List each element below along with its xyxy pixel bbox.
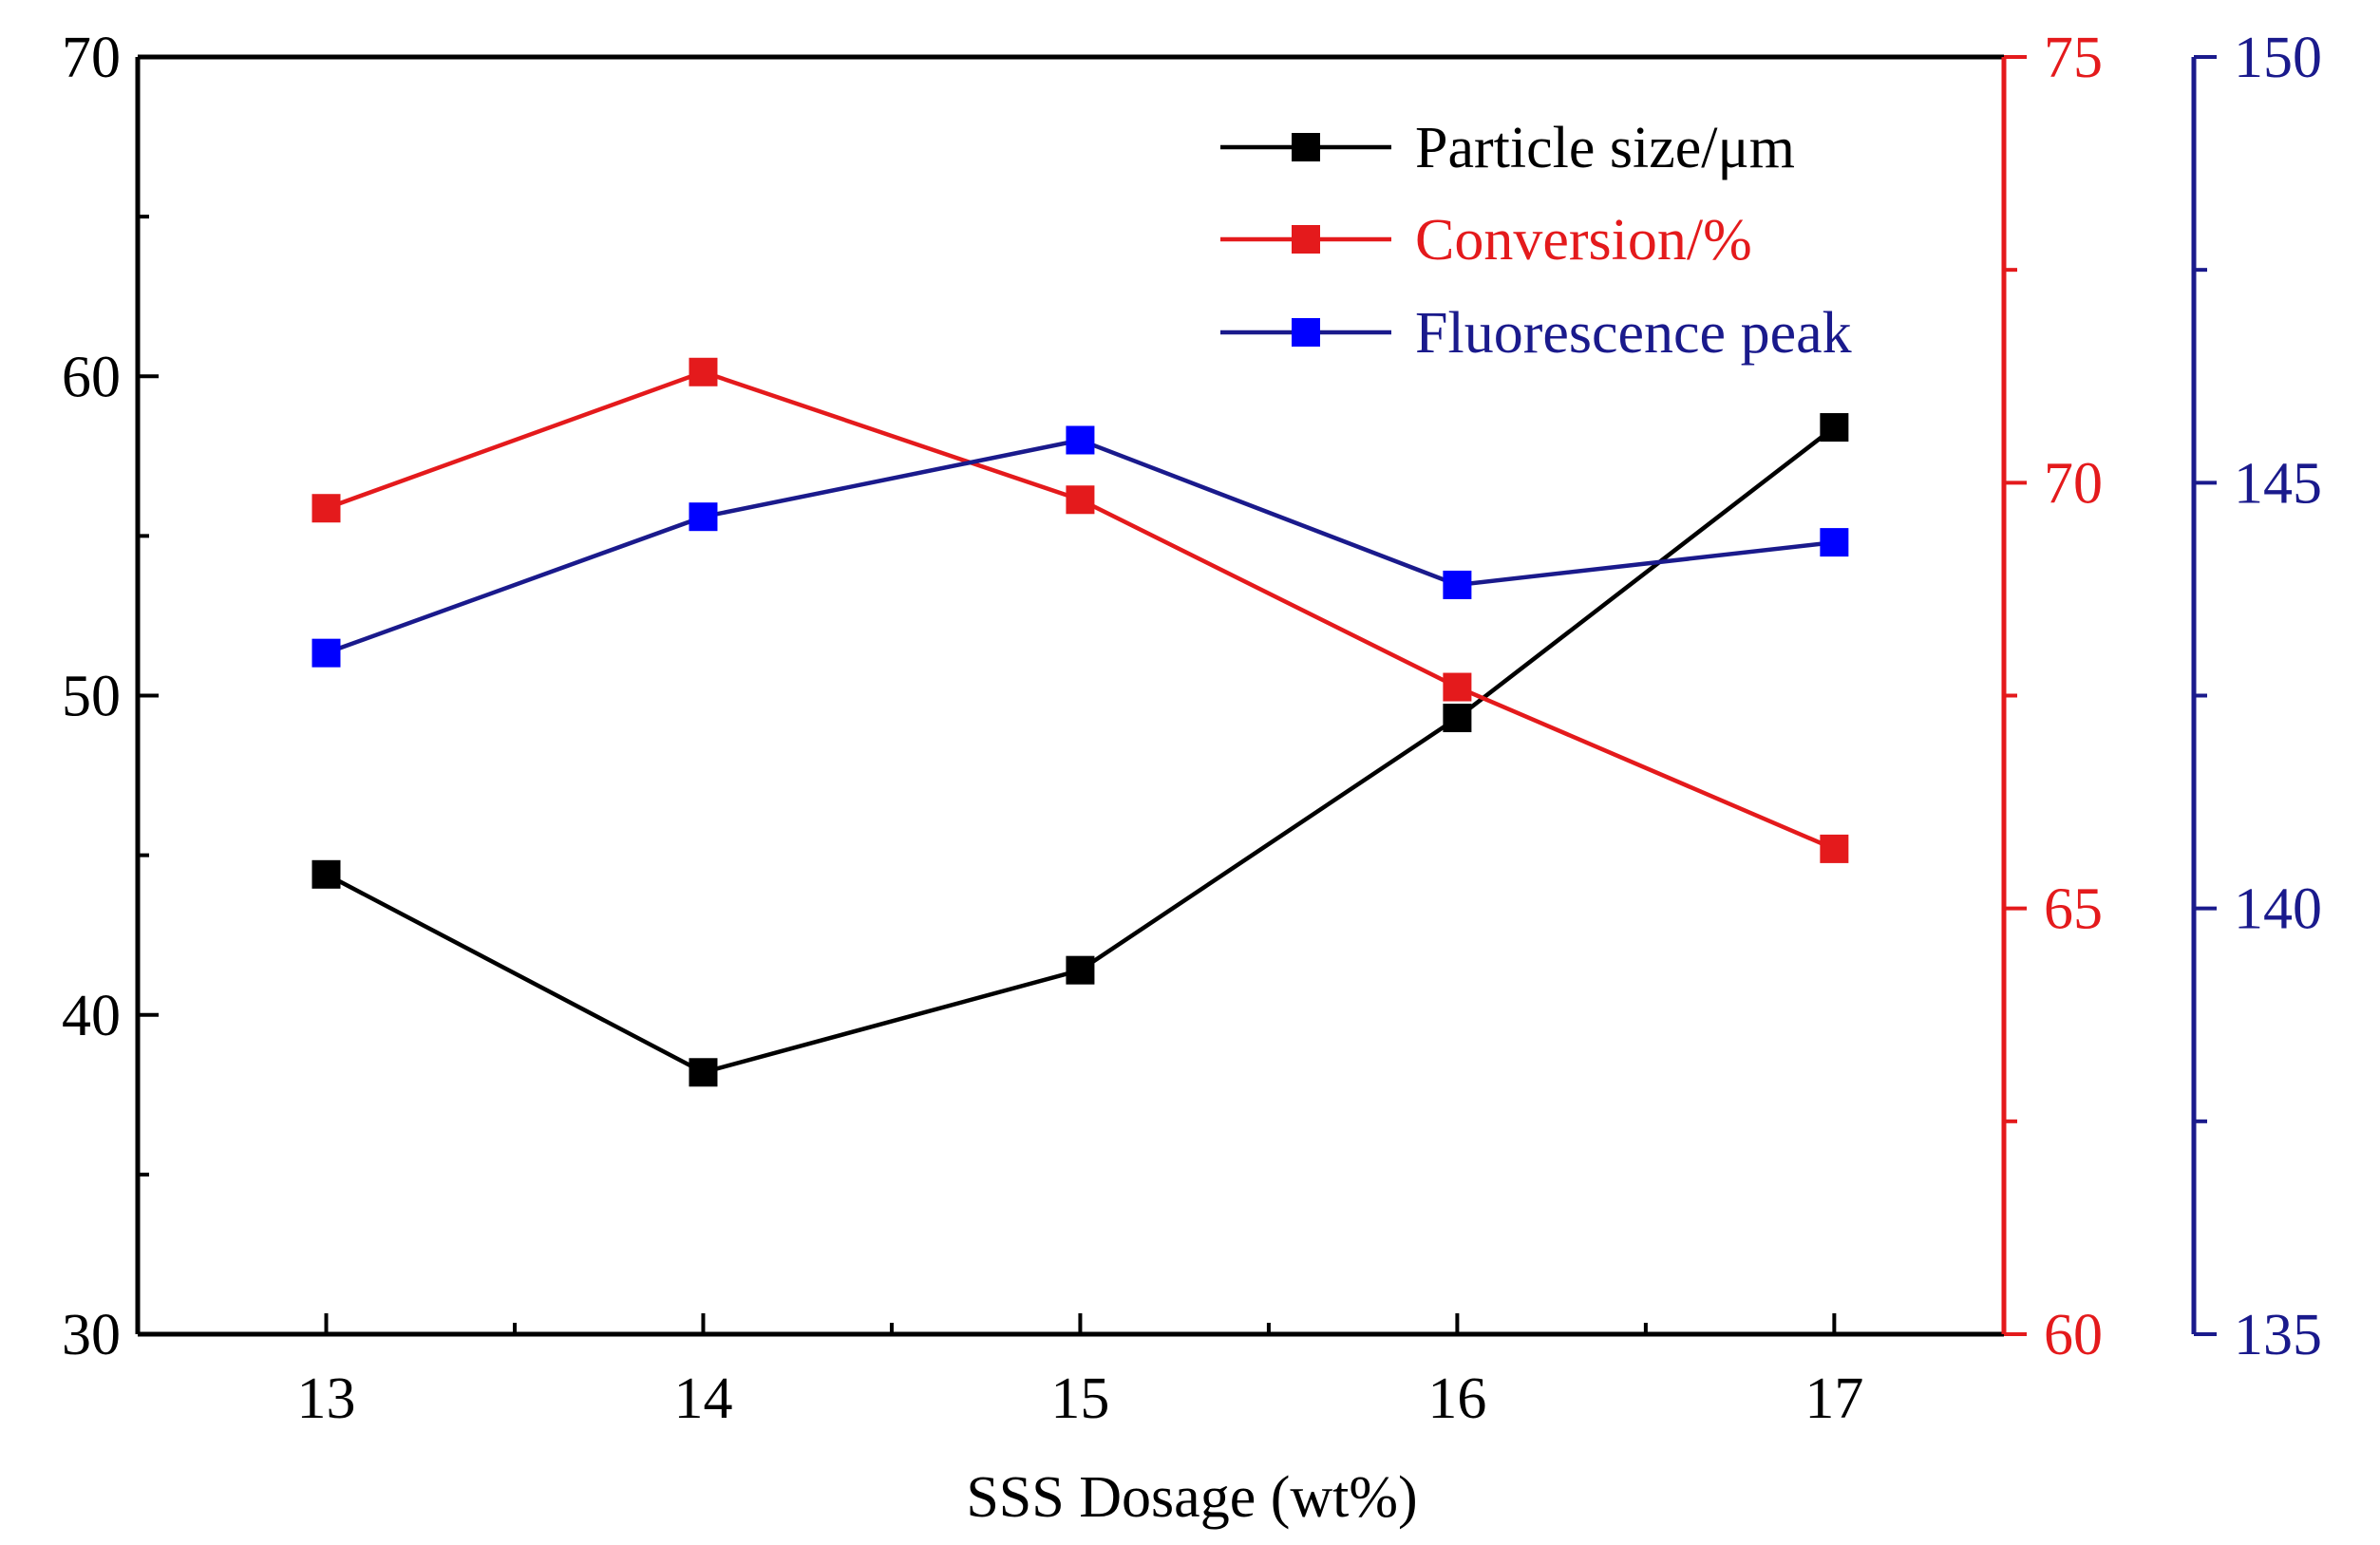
left-tick-label: 30: [62, 1303, 121, 1367]
left-tick-label: 40: [62, 984, 121, 1048]
data-point: [1066, 955, 1095, 985]
data-point: [312, 859, 341, 889]
plot-frame: [138, 54, 2004, 1337]
left-y-axis: 30 40 50 60 70: [62, 26, 159, 1367]
x-axis: 13 14 15 16 17: [296, 1313, 1863, 1431]
x-tick-label: 16: [1427, 1366, 1486, 1431]
data-point: [1443, 672, 1472, 702]
fluorescence-tick-label: 150: [2234, 26, 2322, 90]
left-tick-label: 70: [62, 26, 121, 90]
data-point: [1443, 704, 1472, 733]
legend-label: Fluorescence peak: [1415, 301, 1852, 366]
legend-label: Particle size/μm: [1415, 116, 1795, 180]
legend: Particle size/μm Conversion/% Fluorescence…: [1220, 116, 1852, 366]
legend-marker: [1292, 318, 1320, 347]
x-tick-label: 17: [1804, 1366, 1863, 1431]
data-point: [1066, 485, 1095, 515]
data-point: [689, 502, 718, 532]
data-point: [1066, 425, 1095, 455]
conversion-tick-label: 75: [2044, 26, 2103, 90]
conversion-tick-label: 65: [2044, 877, 2103, 942]
x-tick-label: 15: [1050, 1366, 1109, 1431]
x-axis-title: SSS Dosage (wt%): [966, 1465, 1417, 1530]
series-line: [325, 438, 1835, 655]
series-layer: [312, 357, 1849, 1087]
data-point: [1820, 528, 1849, 557]
conversion-tick-label: 60: [2044, 1303, 2103, 1367]
series-0: [312, 413, 1849, 1087]
data-point: [1443, 570, 1472, 599]
fluorescence-y-axis: 135 140 145 150: [2191, 26, 2322, 1367]
data-point: [689, 1058, 718, 1087]
legend-marker: [1292, 225, 1320, 254]
data-point: [1820, 413, 1849, 443]
legend-label: Conversion/%: [1415, 208, 1752, 273]
x-tick-label: 13: [296, 1366, 355, 1431]
series-1: [312, 357, 1849, 863]
conversion-tick-label: 70: [2044, 451, 2103, 516]
legend-marker: [1292, 133, 1320, 161]
conversion-y-axis: 60 65 70 75: [2001, 26, 2103, 1367]
fluorescence-tick-label: 145: [2234, 451, 2322, 516]
data-point: [312, 638, 341, 668]
data-point: [689, 357, 718, 386]
left-tick-label: 60: [62, 345, 121, 409]
x-tick-label: 14: [673, 1366, 732, 1431]
data-point: [1820, 834, 1849, 863]
series-2: [312, 425, 1849, 668]
left-tick-label: 50: [62, 665, 121, 729]
fluorescence-tick-label: 140: [2234, 877, 2322, 942]
data-point: [312, 494, 341, 523]
fluorescence-tick-label: 135: [2234, 1303, 2322, 1367]
